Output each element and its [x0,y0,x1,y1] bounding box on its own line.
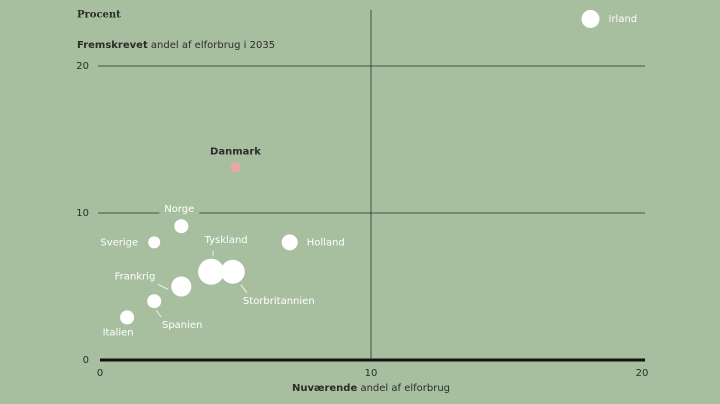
point-label: Irland [609,14,638,25]
bubble [281,234,298,251]
bubble [120,310,135,325]
point-label: Tyskland [204,235,248,246]
bubble [198,258,225,285]
y-axis-title-bold: Fremskrevet [77,40,148,51]
point-label: Holland [307,237,345,248]
leader-line [240,284,248,294]
x-axis-title-rest: andel af elforbrug [360,383,450,394]
leader-line [158,284,169,290]
point-label: Norge [164,204,194,215]
bubble [148,236,161,249]
point-label: Italien [103,327,134,338]
point-label: Spanien [162,320,202,331]
x-axis-title: Nuværende andel af elforbrug [292,383,450,394]
leader-line [155,309,162,318]
y-tick-label: 10 [76,208,89,219]
point-label: Frankrig [115,272,156,283]
point-label: Danmark [210,146,261,157]
y-tick-label: 0 [83,355,89,366]
point-label: Sverige [100,237,138,248]
point-label: Storbritannien [243,296,315,307]
x-tick-label: 0 [97,368,103,379]
bubble [171,276,192,297]
x-tick-label: 20 [636,368,649,379]
y-axis-title-rest: andel af elforbrug i 2035 [151,40,275,51]
y-axis-title: Fremskrevet andel af elforbrug i 2035 [77,40,275,51]
y-tick-label: 20 [76,61,89,72]
bubble [230,162,241,173]
bubble [581,9,600,28]
x-axis-title-bold: Nuværende [292,383,357,394]
bubble [147,294,162,309]
x-tick-label: 10 [365,368,378,379]
label-bg [159,202,200,217]
label-bg [206,232,247,247]
bubble [174,219,189,234]
unit-title: Procent [77,10,121,21]
bubble [220,259,245,284]
